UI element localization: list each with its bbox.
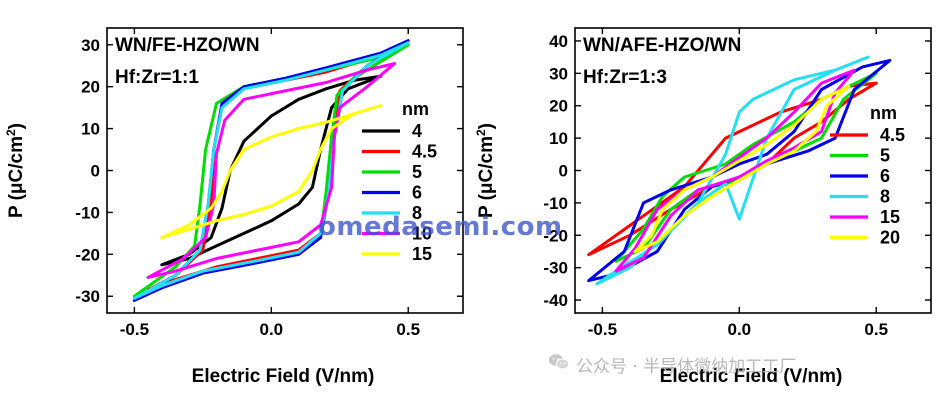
panel-fe-ytick-label: -20 <box>75 245 100 264</box>
panel-afe-ytick-label: -30 <box>543 259 568 278</box>
panel-fe-series-15-loop <box>160 104 383 240</box>
panel-afe-y-axis-label-text: P (μC/cm2) <box>474 123 497 218</box>
panel-afe-curves <box>587 55 892 286</box>
panel-afe-subtitle: Hf:Zr=1:3 <box>583 67 667 88</box>
panel-afe-legend-title: nm <box>870 103 897 123</box>
panel-afe-ytick-label: -20 <box>543 226 568 245</box>
panel-fe-y-axis-label-text: P (μC/cm2) <box>4 123 27 218</box>
panel-afe-legend-label-6: 6 <box>880 166 890 186</box>
panel-fe-ytick-label: 0 <box>91 162 100 181</box>
panel-fe-legend-label-4.5: 4.5 <box>412 142 437 162</box>
panel-afe-ytick-label: 20 <box>549 97 568 116</box>
panel-afe-y-axis-label: P (μC/cm2) <box>474 123 497 218</box>
panel-afe-ytick-label: 40 <box>549 32 568 51</box>
panel-fe-subtitle: Hf:Zr=1:1 <box>115 67 199 88</box>
panel-fe-legend-label-8: 8 <box>412 203 422 223</box>
panel-fe-xtick-label: -0.5 <box>120 320 149 339</box>
panel-afe-ytick-label: -10 <box>543 194 568 213</box>
panel-afe-series-6-loop <box>587 58 892 283</box>
panel-fe-legend-label-4: 4 <box>412 121 422 141</box>
wechat-icon <box>548 353 570 376</box>
panel-afe-xtick-label: 0.0 <box>727 320 751 339</box>
panel-afe-legend-label-4.5: 4.5 <box>880 125 905 145</box>
panel-fe-legend-label-15: 15 <box>412 244 432 264</box>
watermark-text: omedasemi.com <box>318 212 563 242</box>
panel-afe-series-20-loop <box>633 84 851 253</box>
panel-afe-chart: -0.5 0.0 0.5 -40 -30 -20 -10 0 10 20 30 40 Electric … <box>474 27 932 387</box>
panel-fe-xtick-label: 0.5 <box>396 320 420 339</box>
panel-fe-ytick-label: 20 <box>81 78 100 97</box>
panel-fe-series-10-loop <box>146 62 396 279</box>
panel-afe-legend-label-20: 20 <box>880 228 900 248</box>
panel-afe-xtick-label: -0.5 <box>588 320 617 339</box>
panel-fe-series-8-loop <box>132 41 410 300</box>
panel-afe-legend-label-5: 5 <box>880 146 890 166</box>
panel-afe-ytick-label: 0 <box>559 162 568 181</box>
panel-fe-series-4-loop <box>160 74 383 267</box>
panel-fe-title: WN/FE-HZO/WN <box>115 35 260 56</box>
panel-afe-ytick-label: 10 <box>549 129 568 148</box>
panel-fe-ytick-label: 30 <box>81 36 100 55</box>
panel-fe-y-axis-label: P (μC/cm2) <box>4 123 27 218</box>
panel-afe-series-5-loop <box>614 71 878 263</box>
panel-fe-x-axis-label: Electric Field (V/nm) <box>192 366 375 387</box>
panel-fe-legend-label-6: 6 <box>412 183 422 203</box>
panel-afe-title: WN/AFE-HZO/WN <box>583 35 741 56</box>
panel-afe-legend-label-8: 8 <box>880 187 890 207</box>
panel-afe-legend-label-15: 15 <box>880 207 900 227</box>
panel-fe-xtick-label: 0.0 <box>259 320 283 339</box>
panel-afe-ytick-label: 30 <box>549 64 568 83</box>
source-credit: 公众号 · 半导体微纳加工工厂 <box>548 352 796 377</box>
panel-fe-chart: -0.5 0.0 0.5 -30 -20 -10 0 10 20 30 Electric Field… <box>4 27 464 387</box>
panel-fe-ytick-label: -30 <box>75 287 100 306</box>
panel-fe-legend-label-10: 10 <box>412 224 432 244</box>
credit-text: 公众号 · 半导体微纳加工工厂 <box>576 357 797 377</box>
panel-fe-curves <box>132 39 410 302</box>
panel-fe-legend-label-5: 5 <box>412 162 422 182</box>
panel-afe-xtick-label: 0.5 <box>864 320 888 339</box>
panel-fe-ytick-label: 10 <box>81 120 100 139</box>
panel-afe-series-8-loop <box>595 55 870 286</box>
panel-fe-legend-title: nm <box>402 99 429 119</box>
panel-afe-x-axis-label: Electric Field (V/nm) <box>660 366 843 387</box>
panel-fe-ytick-label: -10 <box>75 203 100 222</box>
panel-afe-ytick-label: -40 <box>543 291 568 310</box>
